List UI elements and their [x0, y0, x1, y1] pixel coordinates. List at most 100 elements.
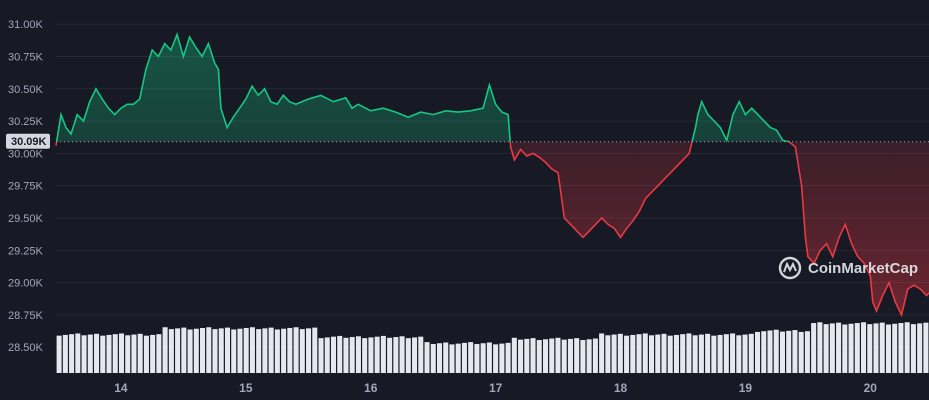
- volume-bar: [455, 343, 461, 373]
- volume-bar: [910, 324, 916, 373]
- volume-bar: [555, 337, 561, 373]
- volume-bar: [549, 338, 555, 373]
- y-tick-label: 29.75K: [8, 181, 44, 193]
- volume-bar: [112, 334, 118, 373]
- volume-bar: [399, 336, 405, 373]
- volume-bar: [823, 324, 829, 373]
- volume-bars: [56, 322, 929, 373]
- volume-bar: [592, 338, 598, 373]
- volume-bar: [505, 342, 511, 373]
- volume-bar: [605, 335, 611, 373]
- volume-bar: [567, 338, 573, 373]
- watermark: CoinMarketCap: [778, 256, 918, 280]
- volume-bar: [81, 335, 87, 373]
- volume-bar: [873, 323, 879, 373]
- volume-bar: [723, 334, 729, 373]
- volume-bar: [536, 340, 542, 373]
- x-tick-label: 16: [364, 381, 378, 395]
- volume-bar: [468, 342, 474, 373]
- volume-bar: [804, 331, 810, 373]
- volume-bar: [499, 343, 505, 373]
- volume-bar: [574, 338, 580, 373]
- volume-bar: [249, 327, 255, 373]
- volume-bar: [711, 335, 717, 373]
- volume-bar: [187, 329, 193, 373]
- volume-bar: [493, 344, 499, 373]
- x-tick-label: 18: [614, 381, 628, 395]
- y-tick-label: 29.00K: [8, 278, 44, 290]
- volume-bar: [293, 327, 299, 373]
- volume-bar: [798, 331, 804, 373]
- volume-bar: [917, 323, 923, 373]
- volume-bar: [617, 333, 623, 373]
- volume-bar: [362, 338, 368, 373]
- volume-bar: [854, 323, 860, 373]
- volume-bar: [125, 335, 131, 373]
- volume-bar: [761, 331, 767, 373]
- volume-bar: [511, 337, 517, 373]
- volume-bar: [474, 343, 480, 373]
- volume-bar: [312, 327, 318, 373]
- volume-bar: [661, 333, 667, 373]
- volume-bar: [642, 333, 648, 373]
- volume-bar: [324, 337, 330, 373]
- volume-bar: [449, 344, 455, 373]
- volume-bar: [137, 333, 143, 373]
- volume-bar: [393, 337, 399, 373]
- x-tick-label: 14: [114, 381, 128, 395]
- volume-bar: [673, 334, 679, 373]
- volume-bar: [842, 324, 848, 373]
- volume-bar: [636, 334, 642, 373]
- volume-bar: [755, 331, 761, 373]
- volume-bar: [885, 324, 891, 373]
- current-price-label: 30.09K: [6, 133, 50, 149]
- volume-bar: [268, 327, 274, 373]
- area-above-baseline: [56, 34, 929, 142]
- volume-bar: [106, 334, 112, 373]
- y-tick-label: 30.75K: [8, 52, 44, 64]
- volume-bar: [418, 336, 424, 373]
- volume-bar: [374, 336, 380, 373]
- volume-bar: [181, 327, 187, 373]
- volume-bar: [867, 324, 873, 373]
- volume-bar: [879, 322, 885, 373]
- volume-bar: [480, 343, 486, 373]
- volume-bar: [343, 337, 349, 373]
- volume-bar: [243, 327, 249, 373]
- volume-bar: [586, 339, 592, 373]
- y-tick-label: 30.50K: [8, 84, 44, 96]
- volume-bar: [200, 327, 206, 373]
- volume-bar: [861, 322, 867, 373]
- volume-bar: [306, 328, 312, 373]
- volume-bar: [792, 330, 798, 373]
- volume-bar: [206, 327, 212, 373]
- volume-bar: [349, 337, 355, 373]
- price-areas: [56, 34, 929, 315]
- volume-bar: [904, 322, 910, 373]
- volume-bar: [100, 335, 106, 373]
- volume-bar: [75, 333, 81, 373]
- current-price-badge: [6, 133, 50, 149]
- volume-bar: [730, 333, 736, 373]
- volume-bar: [337, 335, 343, 373]
- volume-bar: [898, 323, 904, 373]
- volume-bar: [561, 339, 567, 373]
- volume-bar: [773, 329, 779, 373]
- volume-bar: [580, 340, 586, 373]
- volume-bar: [705, 333, 711, 373]
- volume-bar: [299, 329, 305, 373]
- volume-bar: [175, 328, 181, 373]
- volume-bar: [524, 338, 530, 373]
- volume-bar: [380, 335, 386, 373]
- volume-bar: [667, 335, 673, 373]
- y-tick-label: 28.50K: [8, 342, 44, 354]
- y-tick-label: 30.25K: [8, 116, 44, 128]
- volume-bar: [318, 338, 324, 373]
- volume-bar: [262, 328, 268, 373]
- volume-bar: [168, 329, 174, 373]
- volume-bar: [611, 334, 617, 373]
- volume-bar: [461, 342, 467, 373]
- volume-bar: [742, 334, 748, 373]
- x-tick-label: 20: [864, 381, 878, 395]
